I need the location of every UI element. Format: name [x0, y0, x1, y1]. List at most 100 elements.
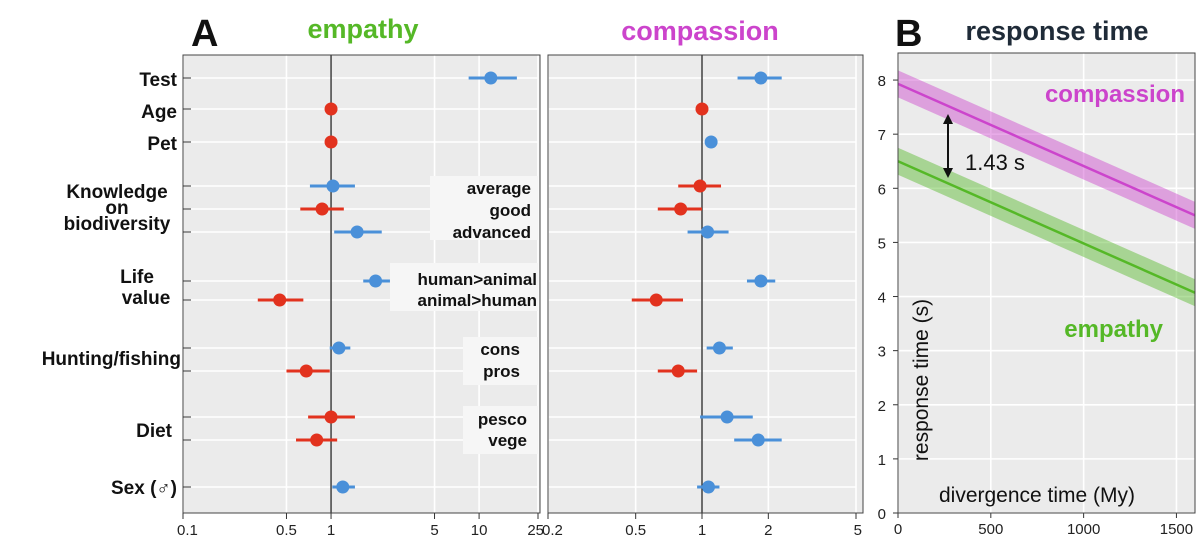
compassion-point-11 [751, 433, 765, 447]
panel-a-letter: A [191, 13, 218, 55]
sublabel-vege: vege [488, 431, 527, 450]
response-y-label: response time (s) [910, 299, 933, 461]
life-sublabel-panel [390, 263, 538, 311]
compassion-point-12 [701, 480, 715, 494]
empathy-point-8 [332, 341, 346, 355]
compassion-xtick-label-2: 1 [698, 522, 706, 539]
response-frame [897, 52, 1196, 514]
compassion-point-7 [649, 293, 663, 307]
empathy-xtick-label-0: 0.1 [177, 522, 198, 539]
compassion-point-5 [701, 225, 715, 239]
panel-b-letter: B [895, 13, 922, 55]
sublabel-average: average [467, 179, 531, 198]
response-ytick-label-7: 7 [878, 127, 886, 144]
compassion-xtick-label-1: 0.5 [625, 522, 646, 539]
compassion-point-8 [712, 341, 726, 355]
knowledge-sublabel-panel [430, 176, 538, 240]
response-ytick-label-8: 8 [878, 73, 886, 90]
row-label-sex: Sex (♂) [111, 478, 177, 499]
compassion-title: compassion [621, 16, 779, 46]
response-axes: 0 500 1000 1500 0 1 2 3 4 5 6 7 8 [878, 52, 1196, 538]
compassion-frame [547, 54, 864, 514]
row-label-pet: Pet [147, 134, 177, 155]
response-ytick-label-5: 5 [878, 235, 886, 252]
sublabel-cons: cons [480, 340, 520, 359]
sublabel-good: good [489, 201, 531, 220]
sublabel-animal-human: animal>human [417, 291, 537, 310]
compassion-marks [631, 71, 782, 494]
sublabel-human-animal: human>animal [417, 270, 537, 289]
response-ytick-label-4: 4 [878, 290, 886, 307]
sublabel-pesco: pesco [478, 410, 527, 429]
response-ytick-label-6: 6 [878, 181, 886, 198]
response-xtick-label-0: 0 [894, 521, 902, 538]
compassion-xtick-label-4: 5 [854, 522, 862, 539]
compassion-point-3 [693, 179, 707, 193]
compassion-point-9 [671, 364, 685, 378]
empathy-point-2 [324, 135, 338, 149]
empathy-point-1 [324, 102, 338, 116]
difference-label: 1.43 s [965, 150, 1025, 175]
response-xtick-label-3: 1500 [1160, 521, 1193, 538]
row-label-hunting: Hunting/fishing [42, 349, 181, 370]
compassion-xtick-label-0: 0.2 [542, 522, 563, 539]
compassion-x-axis: 0.2 0.5 1 2 5 [542, 513, 862, 539]
empathy-xtick-label-4: 10 [471, 522, 488, 539]
response-time-title: response time [965, 16, 1148, 46]
sublabel-pros: pros [483, 362, 520, 381]
compassion-point-6 [754, 274, 768, 288]
row-tick-marks [183, 77, 191, 488]
compassion-point-0 [754, 71, 768, 85]
row-label-test: Test [139, 70, 177, 91]
empathy-series-label: empathy [1064, 316, 1163, 343]
empathy-title: empathy [307, 14, 418, 44]
empathy-point-4 [315, 202, 329, 216]
response-ytick-label-2: 2 [878, 398, 886, 415]
difference-arrow-head-down [943, 168, 953, 178]
diet-sublabel-panel [463, 406, 538, 454]
response-x-label: divergence time (My) [939, 484, 1135, 507]
difference-arrow-head-up [943, 114, 953, 124]
response-ytick-label-0: 0 [878, 506, 886, 523]
compassion-point-4 [674, 202, 688, 216]
empathy-point-6 [369, 274, 383, 288]
row-label-diet: Diet [136, 421, 173, 442]
hunting-sublabel-panel [463, 337, 538, 385]
row-label-biodiversity: biodiversity [64, 214, 171, 235]
empathy-x-axis: 0.1 0.5 1 5 10 25 [177, 513, 544, 539]
row-label-value: value [122, 288, 171, 309]
empathy-xtick-label-2: 1 [327, 522, 335, 539]
empathy-point-12 [336, 480, 350, 494]
compassion-series-label: compassion [1045, 81, 1185, 108]
compassion-xtick-label-3: 2 [764, 522, 772, 539]
empathy-point-7 [273, 293, 287, 307]
row-label-life: Life [120, 267, 154, 288]
empathy-point-9 [299, 364, 313, 378]
row-label-age: Age [141, 102, 177, 123]
empathy-marks [257, 71, 517, 494]
sublabel-advanced: advanced [453, 223, 531, 242]
empathy-point-5 [350, 225, 364, 239]
response-compassion-line [897, 82, 1196, 217]
compassion-point-2 [704, 135, 718, 149]
response-ytick-label-3: 3 [878, 344, 886, 361]
empathy-point-0 [484, 71, 498, 85]
response-lines [897, 82, 1196, 294]
response-xtick-label-2: 1000 [1067, 521, 1100, 538]
row-label-knowledge-on: on [105, 198, 128, 219]
empathy-xtick-label-3: 5 [430, 522, 438, 539]
row-label-knowledge: Knowledge [66, 182, 167, 203]
response-empathy-line [897, 160, 1196, 294]
empathy-xtick-label-1: 0.5 [276, 522, 297, 539]
empathy-xtick-label-5: 25 [527, 522, 544, 539]
compassion-point-10 [720, 410, 734, 424]
empathy-frame [182, 54, 541, 514]
compassion-plot-area [548, 55, 863, 513]
empathy-point-11 [310, 433, 324, 447]
response-xtick-label-1: 500 [978, 521, 1003, 538]
empathy-point-3 [326, 179, 340, 193]
difference-arrow [943, 114, 953, 178]
response-ytick-label-1: 1 [878, 452, 886, 469]
compassion-point-1 [695, 102, 709, 116]
